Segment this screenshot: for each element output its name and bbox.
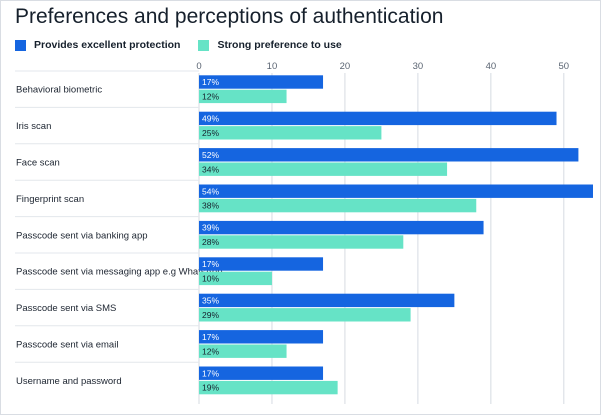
legend-item-protection: Provides excellent protection	[15, 39, 180, 51]
tick-label-50: 50	[559, 61, 570, 72]
data-label-protection: 17%	[202, 368, 219, 378]
bar-protection	[199, 330, 324, 344]
bar-preference	[199, 126, 382, 140]
bar-preference	[199, 271, 272, 286]
data-label-protection: 54%	[202, 186, 219, 196]
bar-protection	[199, 366, 324, 380]
chart-title: Preferences and perceptions of authentic…	[15, 5, 444, 28]
legend-item-preference: Strong preference to use	[198, 39, 342, 51]
bar-protection	[199, 220, 484, 235]
tick-label-30: 30	[413, 61, 424, 72]
data-label-preference: 25%	[202, 128, 219, 138]
bar-protection	[199, 257, 324, 271]
data-label-preference: 38%	[202, 201, 219, 211]
bar-preference	[199, 198, 477, 213]
category-label: Passcode sent via SMS	[16, 303, 116, 314]
tick-label-0: 0	[196, 61, 201, 72]
tick-label-20: 20	[340, 61, 351, 72]
data-label-protection: 35%	[202, 296, 219, 306]
data-label-protection: 17%	[202, 332, 219, 342]
data-label-protection: 17%	[202, 259, 219, 269]
category-label: Passcode sent via messaging app e.g What…	[16, 267, 222, 278]
tick-label-10: 10	[267, 61, 278, 72]
bar-protection	[199, 293, 455, 308]
data-label-preference: 12%	[202, 92, 219, 102]
bar-preference	[199, 235, 404, 249]
category-label: Username and password	[16, 376, 122, 387]
data-label-protection: 39%	[202, 223, 219, 233]
category-label: Face scan	[16, 158, 60, 169]
bar-preference	[199, 380, 338, 395]
legend-swatch-preference	[198, 39, 210, 51]
legend: Provides excellent protection Strong pre…	[15, 39, 360, 51]
bar-protection	[199, 148, 579, 162]
data-label-preference: 19%	[202, 383, 219, 393]
bar-preference	[199, 89, 287, 104]
category-label: Iris scan	[16, 121, 51, 132]
category-label: Behavioral biometric	[16, 85, 102, 96]
category-label: Passcode sent via banking app	[16, 230, 148, 241]
bar-preference	[199, 344, 287, 358]
category-label: Fingerprint scan	[16, 194, 84, 205]
legend-swatch-protection	[15, 39, 26, 51]
data-label-protection: 49%	[202, 114, 219, 124]
tick-label-40: 40	[486, 61, 497, 72]
data-label-protection: 17%	[202, 77, 219, 87]
category-label: Passcode sent via email	[16, 340, 118, 351]
bar-protection	[199, 184, 593, 198]
data-label-protection: 52%	[202, 150, 219, 160]
legend-label-preference: Strong preference to use	[217, 39, 342, 51]
data-label-preference: 29%	[202, 310, 219, 320]
bar-protection	[199, 111, 557, 126]
data-label-preference: 28%	[202, 237, 219, 247]
data-label-preference: 10%	[202, 274, 219, 284]
data-label-preference: 12%	[202, 346, 219, 356]
bar-preference	[199, 162, 448, 176]
legend-label-protection: Provides excellent protection	[34, 39, 181, 51]
data-label-preference: 34%	[202, 164, 219, 174]
bar-protection	[199, 75, 324, 89]
bar-preference	[199, 308, 411, 322]
